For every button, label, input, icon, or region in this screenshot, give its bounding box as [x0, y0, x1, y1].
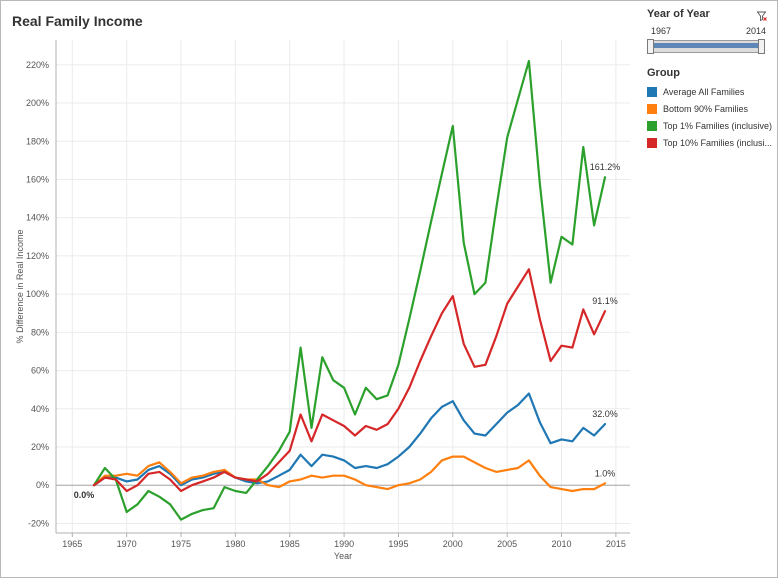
legend-item-average-all-families[interactable]: Average All Families — [647, 84, 772, 100]
legend-label: Top 1% Families (inclusive) — [663, 121, 772, 131]
slider-track — [651, 43, 761, 48]
legend-swatch — [647, 87, 657, 97]
chart-title: Real Family Income — [12, 13, 143, 29]
x-tick-label: 1965 — [62, 539, 82, 549]
y-tick-label: 20% — [31, 442, 49, 452]
legend-swatch — [647, 138, 657, 148]
x-tick-label: 1990 — [334, 539, 354, 549]
series-line-average-all-families — [92, 392, 607, 487]
y-tick-label: 160% — [26, 174, 49, 184]
x-tick-label: 2015 — [606, 539, 626, 549]
x-tick-label: 1975 — [171, 539, 191, 549]
y-tick-label: 80% — [31, 327, 49, 337]
range-min-label: 1967 — [651, 26, 672, 36]
x-tick-label: 1985 — [280, 539, 300, 549]
x-axis-title: Year — [334, 551, 352, 561]
legend-label: Average All Families — [663, 87, 745, 97]
y-tick-label: 0% — [36, 480, 49, 490]
legend-label: Bottom 90% Families — [663, 104, 749, 114]
year-filter: Year of Year 1967 2014 — [647, 8, 769, 54]
legend-item-bottom-90-families[interactable]: Bottom 90% Families — [647, 101, 772, 117]
end-label-top-1-families-inclusive: 161.2% — [590, 162, 621, 172]
clear-filter-icon[interactable] — [757, 11, 767, 21]
y-tick-label: 200% — [26, 98, 49, 108]
y-tick-label: 120% — [26, 251, 49, 261]
slider-handle-min[interactable] — [647, 39, 654, 54]
x-tick-label: 1995 — [388, 539, 408, 549]
x-tick-label: 1980 — [225, 539, 245, 549]
year-range-slider[interactable] — [647, 39, 765, 54]
series-line-top-1-families-inclusive — [92, 59, 607, 521]
y-axis-title: % Difference in Real Income — [15, 230, 25, 344]
legend-title: Group — [647, 67, 680, 79]
filter-title: Year of Year — [647, 8, 710, 20]
legend-label: Top 10% Families (inclusi... — [663, 138, 772, 148]
y-tick-label: -20% — [28, 518, 49, 528]
x-tick-label: 2005 — [497, 539, 517, 549]
x-tick-label: 2000 — [443, 539, 463, 549]
legend-item-top-1-families[interactable]: Top 1% Families (inclusive) — [647, 118, 772, 134]
range-max-label: 2014 — [745, 26, 766, 36]
y-tick-label: 100% — [26, 289, 49, 299]
legend-swatch — [647, 104, 657, 114]
x-tick-label: 2010 — [551, 539, 571, 549]
end-label-average-all-families: 32.0% — [592, 409, 618, 419]
legend: Group Average All Families Bottom 90% Fa… — [647, 67, 772, 152]
y-tick-label: 140% — [26, 213, 49, 223]
end-label-top-10-families-inclusi: 91.1% — [592, 296, 618, 306]
end-label-bottom-90-families: 1.0% — [595, 468, 616, 478]
legend-item-top-10-families[interactable]: Top 10% Families (inclusi... — [647, 135, 772, 151]
legend-swatch — [647, 121, 657, 131]
start-label: 0.0% — [74, 490, 95, 500]
series-line-top-10-families-inclusi — [92, 268, 607, 493]
y-tick-label: 220% — [26, 60, 49, 70]
x-tick-label: 1970 — [117, 539, 137, 549]
y-tick-label: 180% — [26, 136, 49, 146]
slider-handle-max[interactable] — [758, 39, 765, 54]
y-tick-label: 60% — [31, 366, 49, 376]
series-line-bottom-90-families — [92, 455, 607, 493]
y-tick-label: 40% — [31, 404, 49, 414]
line-chart[interactable]: 1965 1970 1975 1980 1985 1990 1995 2000 2005 2010… — [0, 0, 640, 578]
